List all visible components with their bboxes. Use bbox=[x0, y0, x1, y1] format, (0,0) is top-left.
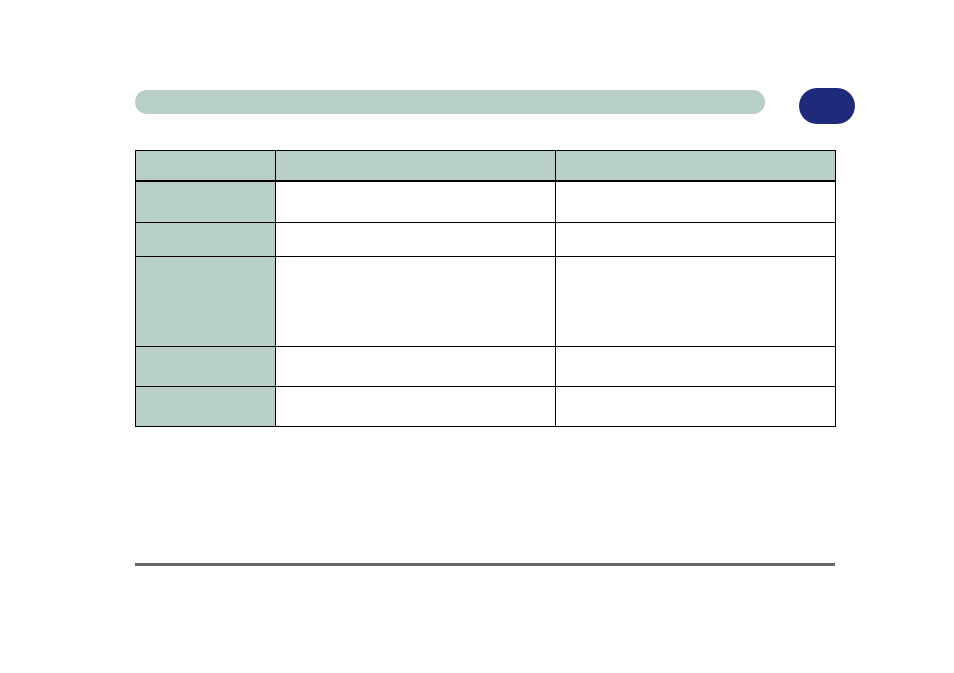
table-header bbox=[136, 151, 836, 181]
cell bbox=[556, 347, 836, 387]
row-header bbox=[136, 387, 276, 427]
row-header bbox=[136, 257, 276, 347]
cell bbox=[276, 223, 556, 257]
cell bbox=[276, 181, 556, 223]
page-badge bbox=[799, 88, 855, 124]
row-header bbox=[136, 347, 276, 387]
footer-divider bbox=[135, 563, 835, 566]
cell bbox=[276, 347, 556, 387]
table-row bbox=[136, 387, 836, 427]
col-header-0 bbox=[136, 151, 276, 181]
table-row bbox=[136, 257, 836, 347]
row-header bbox=[136, 223, 276, 257]
table-row bbox=[136, 181, 836, 223]
cell bbox=[556, 181, 836, 223]
row-header bbox=[136, 181, 276, 223]
data-table bbox=[135, 150, 836, 427]
header-row bbox=[135, 90, 855, 126]
cell bbox=[556, 223, 836, 257]
col-header-1 bbox=[276, 151, 556, 181]
table-row bbox=[136, 223, 836, 257]
cell bbox=[556, 257, 836, 347]
cell bbox=[276, 257, 556, 347]
title-pill bbox=[135, 90, 765, 114]
col-header-2 bbox=[556, 151, 836, 181]
cell bbox=[556, 387, 836, 427]
cell bbox=[276, 387, 556, 427]
table-row bbox=[136, 347, 836, 387]
